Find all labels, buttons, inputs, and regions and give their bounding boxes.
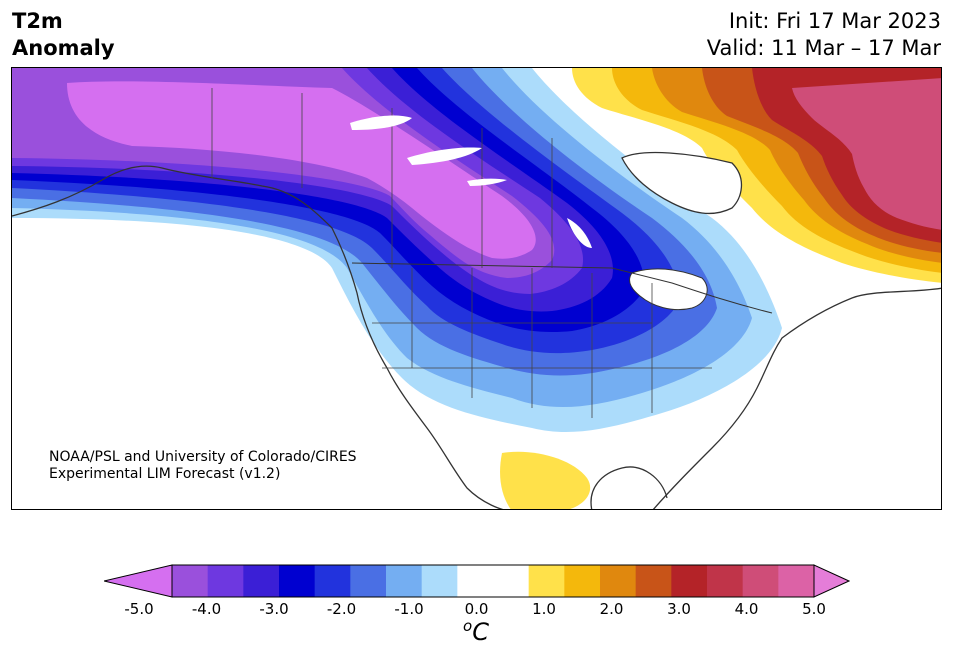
colorbar-segment xyxy=(314,565,351,597)
lake-white-3 xyxy=(467,178,507,186)
colorbar-tick-label: 0.0 xyxy=(464,600,489,618)
colorbar-segment xyxy=(493,565,530,597)
colorbar-segment xyxy=(671,565,708,597)
anomaly-map: NOAA/PSL and University of Colorado/CIRE… xyxy=(11,67,942,510)
colorbar-segment xyxy=(421,565,458,597)
credit-line-1: NOAA/PSL and University of Colorado/CIRE… xyxy=(49,449,357,465)
colorbar-border xyxy=(171,564,815,598)
colorbar-segment xyxy=(635,565,672,597)
colorbar-tick-label: 2.0 xyxy=(599,600,624,618)
colorbar-segment xyxy=(742,565,779,597)
init-date: Init: Fri 17 Mar 2023 xyxy=(728,9,941,33)
colorbar-segment xyxy=(350,565,387,597)
lake-white-1 xyxy=(350,115,412,130)
colorbar-tick-label: 5.0 xyxy=(802,600,826,618)
coastline-east xyxy=(652,287,941,509)
lake-white-2 xyxy=(407,147,482,165)
colorbar-tick-label: 1.0 xyxy=(532,600,556,618)
map-canvas xyxy=(12,68,941,509)
colorbar-tick-label: -4.0 xyxy=(191,600,222,618)
colorbar-tick-label: -5.0 xyxy=(124,600,154,618)
title-line-2: Anomaly xyxy=(12,36,115,60)
country-border-us-canada xyxy=(351,262,773,314)
great-lakes xyxy=(629,268,708,311)
colorbar-segment xyxy=(172,565,209,597)
date-info: Init: Fri 17 Mar 2023 Valid: 11 Mar – 17… xyxy=(707,8,941,62)
state-borders xyxy=(211,88,712,418)
band-minus-5 xyxy=(67,81,536,259)
colorbar-tick-label: -3.0 xyxy=(259,600,289,618)
colorbar-tick-label: 4.0 xyxy=(734,600,759,618)
hudson-bay xyxy=(621,151,743,215)
colorbar-segment xyxy=(243,565,280,597)
credit-line-2: Experimental LIM Forecast (v1.2) xyxy=(49,466,281,482)
colorbar-segment xyxy=(778,565,815,597)
colorbar-segment xyxy=(207,565,244,597)
title-line-1: T2m xyxy=(12,9,63,33)
band-plus-4 xyxy=(792,78,941,230)
valid-date: Valid: 11 Mar – 17 Mar xyxy=(706,36,941,60)
colorbar-tick-label: -1.0 xyxy=(394,600,424,618)
colorbar-segment xyxy=(279,565,316,597)
band-plus-1-southwest xyxy=(500,451,591,509)
coastline-gulf xyxy=(590,466,668,509)
colorbar-segment xyxy=(707,565,744,597)
lake-white-4 xyxy=(567,218,592,248)
colorbar-arrow-low xyxy=(104,564,173,598)
colorbar-tick-label: -2.0 xyxy=(326,600,357,618)
colorbar-arrow-high xyxy=(813,564,850,598)
coastline xyxy=(12,165,504,509)
colorbar-tick-label: 3.0 xyxy=(667,600,691,618)
colorbar-segment xyxy=(386,565,423,597)
units-superscript: o xyxy=(463,617,473,635)
units-label: oC xyxy=(463,617,489,646)
colorbar-segment xyxy=(564,565,601,597)
colorbar-segment xyxy=(457,565,494,597)
colorbar xyxy=(104,564,850,598)
map-title: T2m Anomaly xyxy=(12,8,115,62)
units-base: C xyxy=(472,618,489,646)
credit-text: NOAA/PSL and University of Colorado/CIRE… xyxy=(49,449,357,483)
colorbar-segment xyxy=(528,565,565,597)
colorbar-segment xyxy=(600,565,637,597)
